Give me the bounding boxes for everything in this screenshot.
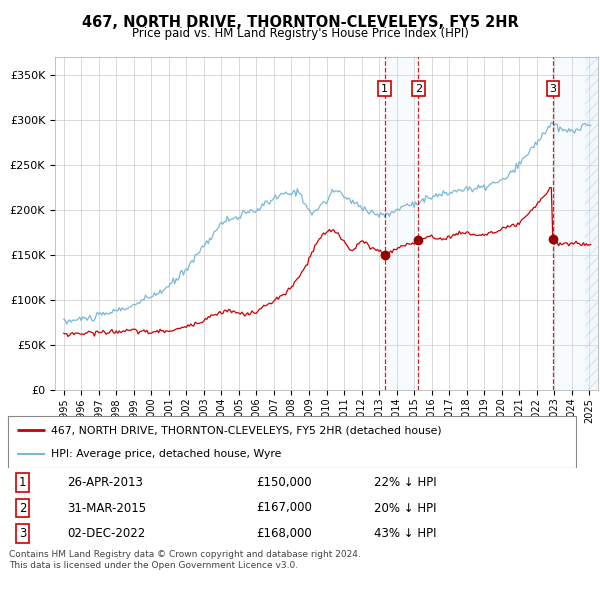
Bar	[385, 57, 418, 390]
Text: 26-APR-2013: 26-APR-2013	[67, 476, 143, 489]
Bar	[585, 57, 598, 390]
Text: HPI: Average price, detached house, Wyre: HPI: Average price, detached house, Wyre	[50, 449, 281, 459]
Text: This data is licensed under the Open Government Licence v3.0.: This data is licensed under the Open Gov…	[9, 560, 298, 569]
Text: 1: 1	[19, 476, 26, 489]
Text: 467, NORTH DRIVE, THORNTON-CLEVELEYS, FY5 2HR: 467, NORTH DRIVE, THORNTON-CLEVELEYS, FY…	[82, 15, 518, 30]
Text: Price paid vs. HM Land Registry's House Price Index (HPI): Price paid vs. HM Land Registry's House …	[131, 27, 469, 40]
Text: 43% ↓ HPI: 43% ↓ HPI	[374, 527, 436, 540]
Text: 2: 2	[19, 502, 26, 514]
Text: 02-DEC-2022: 02-DEC-2022	[67, 527, 145, 540]
Bar	[553, 57, 598, 390]
Text: 3: 3	[19, 527, 26, 540]
Text: 2: 2	[415, 84, 422, 93]
Text: £167,000: £167,000	[256, 502, 311, 514]
Text: 22% ↓ HPI: 22% ↓ HPI	[374, 476, 436, 489]
Text: Contains HM Land Registry data © Crown copyright and database right 2024.: Contains HM Land Registry data © Crown c…	[9, 550, 361, 559]
Text: 1: 1	[381, 84, 388, 93]
Text: £150,000: £150,000	[256, 476, 311, 489]
Bar	[585, 57, 598, 390]
Text: 31-MAR-2015: 31-MAR-2015	[67, 502, 146, 514]
Text: £168,000: £168,000	[256, 527, 311, 540]
Text: 467, NORTH DRIVE, THORNTON-CLEVELEYS, FY5 2HR (detached house): 467, NORTH DRIVE, THORNTON-CLEVELEYS, FY…	[50, 425, 441, 435]
Text: 20% ↓ HPI: 20% ↓ HPI	[374, 502, 436, 514]
Text: 3: 3	[550, 84, 556, 93]
